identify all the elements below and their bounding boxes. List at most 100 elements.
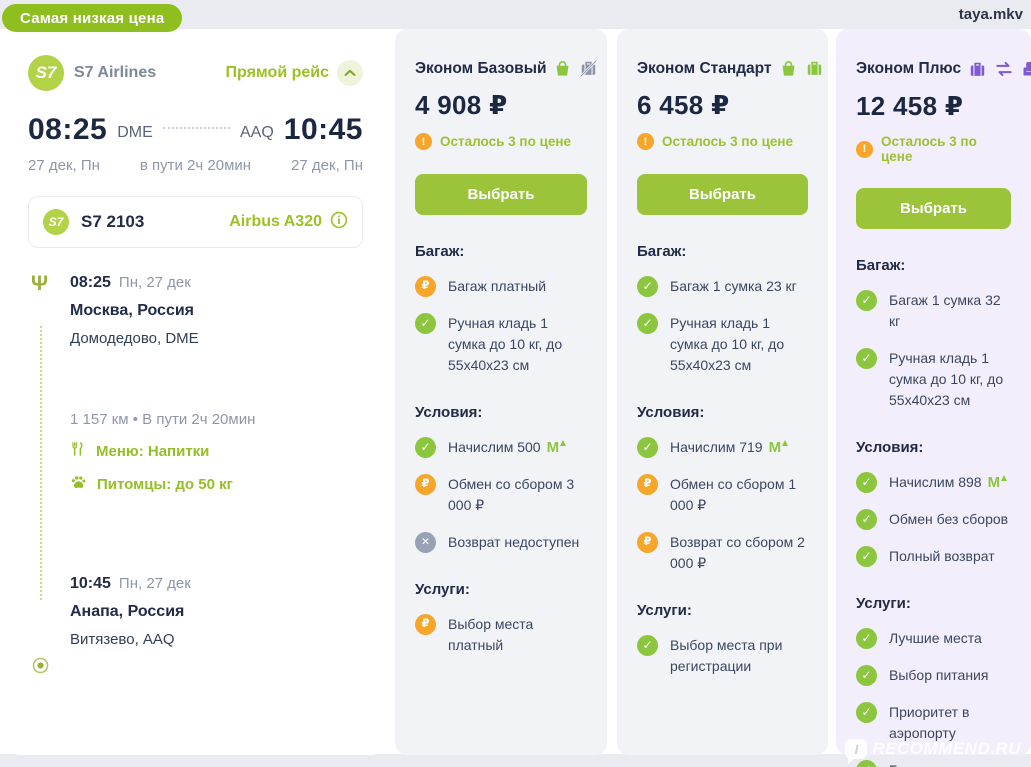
check-icon [856,760,877,767]
arrival-airport: Витязево, AAQ [70,631,175,648]
chevron-up-icon[interactable] [337,60,363,86]
check-icon [856,348,877,369]
miles-icon [547,439,560,456]
check-icon [415,313,436,334]
seats-left-note: Осталось 3 по цене [440,134,572,149]
fare-item: Выбор питания [856,665,1011,686]
handbag-icon [553,59,572,78]
fare-item: Ручная кладь 1 сумка до 10 кг, до 55х40х… [415,313,587,376]
suitcase-icon [805,59,824,78]
s7-logo-icon: S7 [28,55,64,91]
check-icon [415,437,436,458]
departure-city: Москва, Россия [70,302,195,319]
arrival-point-icon [32,657,49,679]
fare-card-economy-plus: Эконом Плюс 12 458 ₽ Осталось 3 по цене … [836,29,1031,767]
departure-airport: Домодедово, DME [70,330,199,347]
section-title-services: Услуги: [637,602,692,619]
select-button[interactable]: Выбрать [637,174,808,215]
section-title-conditions: Условия: [415,404,483,421]
warning-icon [415,133,432,150]
check-icon [856,290,877,311]
check-icon [856,702,877,723]
airline: S7 S7 Airlines [28,55,156,91]
cutlery-icon [70,441,86,461]
fare-item: Начислим 898 [856,472,1011,493]
pets-label: Питомцы: до 50 кг [97,476,233,493]
lowest-price-badge: Самая низкая цена [2,4,183,32]
fare-price: 4 908 ₽ [415,90,508,120]
section-title-baggage: Багаж: [415,243,465,260]
fare-item: Обмен со сбором 1 000 ₽ [637,474,808,516]
duration-label: в пути 2ч 20мин [139,157,252,174]
section-title-conditions: Условия: [856,439,924,456]
info-icon[interactable] [330,211,348,234]
fare-item: Лучшие места [856,628,1011,649]
pets-feature: Питомцы: до 50 кг [70,474,383,495]
check-icon [856,509,877,530]
select-button[interactable]: Выбрать [415,174,587,215]
warning-icon [856,140,873,158]
paw-icon [70,474,87,495]
fare-item: Начислим 719 [637,437,808,458]
seat-icon [1021,60,1031,79]
arrival-time: 10:45 [283,113,363,146]
fare-item: Выбор места при регистрации [637,635,808,677]
select-button[interactable]: Выбрать [856,188,1011,229]
route-dotted-line [162,127,230,129]
paid-icon [415,276,436,297]
fare-item: Выбор места платный [415,614,587,656]
departure-airport-code: DME [117,124,153,141]
irecommend-watermark: I RECOMMEND.RU [845,739,1021,764]
warning-icon [637,133,654,150]
check-icon [637,437,658,458]
flight-card-header: S7 S7 Airlines Прямой рейс [8,29,383,91]
arrival-city: Анапа, Россия [70,603,185,620]
miles-icon [769,439,782,456]
fare-price: 12 458 ₽ [856,91,964,121]
speech-bubble-icon: I [845,739,868,764]
menu-feature: Меню: Напитки [70,441,383,461]
fare-item: Багаж платный [415,276,587,297]
section-title-services: Услуги: [415,581,470,598]
paid-icon [415,474,436,495]
miles-icon [988,474,1001,491]
fare-name: Эконом Плюс [856,60,962,77]
departure-time: 08:25 [28,113,108,146]
timeline-dotted-line [40,326,42,600]
check-icon [856,665,877,686]
paid-icon [637,474,658,495]
paid-icon [637,532,658,553]
segment-arrival-day: Пн, 27 дек [118,575,191,592]
segment-arrival-time: 10:45 [70,575,111,592]
segment-departure-time: 08:25 [70,274,111,291]
cross-icon [415,532,436,553]
check-icon [856,628,877,649]
arrival-airport-code: AAQ [239,124,274,141]
flight-number-card: S7 S7 2103 Airbus A320 [28,196,363,248]
fare-card-economy-basic: Эконом Базовый 4 908 ₽ Осталось 3 по цен… [395,29,607,755]
arrival-date: 27 дек, Пн [291,157,363,174]
route-distance-duration: 1 157 км • В пути 2ч 20мин [70,411,256,428]
aircraft-type: Airbus A320 [229,213,322,230]
flight-number: S7 2103 [81,212,145,231]
plane-departure-icon [31,272,48,296]
route-timeline: 08:25 Пн, 27 дек Москва, Россия Домодедо… [28,274,383,704]
check-icon [637,276,658,297]
flight-card: S7 S7 Airlines Прямой рейс 08:25 DME AAQ… [8,29,383,755]
fare-item: Ручная кладь 1 сумка до 10 кг, до 55х40х… [856,348,1011,411]
s7-logo-icon: S7 [43,209,69,235]
exchange-icon [994,59,1014,79]
check-icon [637,635,658,656]
suitcase-crossed-icon [579,59,598,78]
segment-departure-day: Пн, 27 дек [118,274,191,291]
direct-flight-label: Прямой рейс [225,64,329,81]
username-watermark: taya.mkv [958,6,1023,23]
direct-flight-toggle[interactable]: Прямой рейс [226,60,363,86]
watermark-site: RECOMMEND.RU [872,739,1021,758]
check-icon [637,313,658,334]
seats-left-note: Осталось 3 по цене [662,134,794,149]
suitcase-icon [968,60,987,79]
fare-item: Багаж 1 сумка 23 кг [637,276,808,297]
paid-icon [415,614,436,635]
